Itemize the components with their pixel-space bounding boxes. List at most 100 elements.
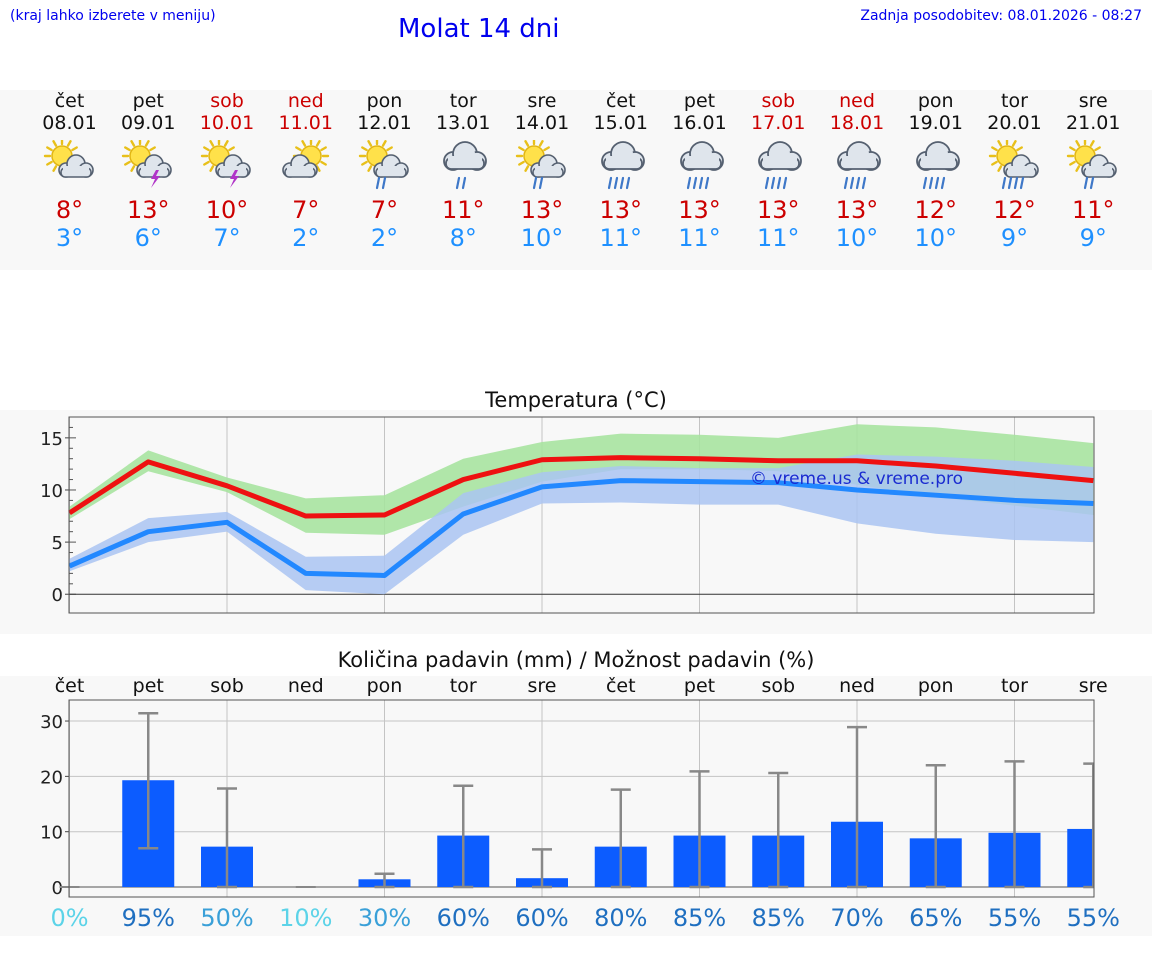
day-column: sob 17.01 13° 11°	[738, 90, 818, 252]
day-date: 19.01	[908, 112, 963, 134]
day-name: sob	[210, 90, 244, 112]
plot-frame	[68, 416, 1095, 614]
day-date: 13.01	[436, 112, 491, 134]
max-temp: 13°	[835, 196, 879, 224]
min-temp: 9°	[1000, 224, 1029, 252]
max-temp: 7°	[292, 196, 320, 224]
cloud-heavy-rain-icon	[679, 141, 724, 190]
sun-cloud-thunder-icon	[122, 140, 173, 188]
day-date: 08.01	[42, 112, 97, 134]
precip-probability: 65%	[909, 904, 963, 932]
max-temp: 8°	[55, 196, 84, 224]
x-tick-label: ned	[839, 675, 875, 697]
day-name: pon	[917, 90, 954, 112]
x-tick-label: pon	[918, 675, 954, 697]
x-tick-label: sob	[210, 675, 244, 697]
x-tick-label: tor	[450, 675, 477, 697]
y-tick-label: 0	[52, 878, 63, 899]
cloud-sun-icon	[281, 140, 329, 178]
day-date: 20.01	[987, 112, 1042, 134]
precip-probability: 55%	[1066, 904, 1120, 932]
min-temp: 3°	[55, 224, 84, 252]
min-temp: 11°	[599, 224, 643, 252]
day-column: tor 13.01 11° 8°	[423, 90, 503, 252]
min-temp: 7°	[213, 224, 241, 252]
sun-cloud-rain-icon	[515, 140, 566, 190]
precip-probability: 95%	[121, 904, 175, 932]
x-tick-label: sre	[528, 675, 557, 697]
precip-bar	[1067, 828, 1094, 888]
max-temp: 13°	[599, 196, 643, 224]
day-name: čet	[605, 90, 636, 112]
max-temp: 11°	[1071, 196, 1115, 224]
sun-cloud-rain-icon	[1067, 140, 1118, 190]
precip-chart-title: Količina padavin (mm) / Možnost padavin …	[337, 648, 815, 672]
day-column: čet 15.01 13° 11°	[581, 90, 661, 252]
cloud-heavy-rain-icon	[758, 141, 803, 190]
day-name: pet	[132, 90, 164, 112]
min-temp: 6°	[134, 224, 162, 252]
sun-cloud-icon	[43, 140, 94, 178]
min-temp-line	[68, 478, 1094, 578]
min-temp: 11°	[756, 224, 800, 252]
day-column: pon 12.01 7° 2°	[345, 90, 425, 252]
day-date: 10.01	[199, 112, 255, 134]
day-name: sob	[761, 90, 796, 112]
min-temp: 9°	[1079, 224, 1107, 252]
max-temp: 13°	[126, 196, 170, 224]
day-column: čet 08.01 8° 3°	[30, 90, 110, 252]
precip-probability: 55%	[987, 904, 1042, 932]
max-temp: 13°	[678, 196, 721, 224]
cloud-heavy-rain-icon	[600, 141, 645, 190]
precip-probability: 60%	[515, 904, 569, 932]
max-temp: 12°	[914, 196, 958, 224]
x-tick-label: sre	[1079, 675, 1108, 697]
y-tick-label: 15	[40, 429, 63, 450]
precip-probability: 60%	[436, 904, 490, 932]
day-name: čet	[54, 90, 85, 112]
min-temp: 10°	[520, 224, 564, 252]
day-column: pet 09.01 13° 6°	[108, 90, 188, 252]
precipitation-chart: čet pet sob ned pon tor sre čet pet sob ned pon tor s…	[40, 675, 1108, 899]
region-menu-hint: (kraj lahko izberete v meniju)	[10, 8, 216, 24]
y-tick-label: 20	[40, 767, 63, 788]
day-date: 16.01	[672, 112, 727, 134]
day-column: sob 10.01 10° 7°	[187, 90, 267, 252]
max-temp-band	[69, 424, 1094, 535]
day-name: ned	[839, 90, 875, 112]
min-temp: 11°	[678, 224, 721, 252]
precip-probability: 0%	[50, 904, 89, 932]
day-name: pon	[366, 90, 403, 112]
day-name: tor	[449, 90, 477, 112]
y-tick-label: 0	[52, 585, 63, 606]
min-temp: 8°	[449, 224, 477, 252]
day-name: tor	[1001, 90, 1028, 112]
day-date: 15.01	[593, 112, 648, 134]
day-name: sre	[527, 90, 557, 112]
precip-probability: 85%	[672, 904, 727, 932]
x-tick-label: čet	[606, 675, 636, 697]
last-update-text: Zadnja posodobitev: 08.01.2026 - 08:27	[860, 8, 1142, 24]
x-tick-label: sob	[761, 675, 795, 697]
x-tick-label: ned	[288, 675, 324, 697]
min-temp: 10°	[914, 224, 958, 252]
day-name: sre	[1078, 90, 1108, 112]
y-tick-label: 10	[40, 823, 63, 844]
cloud-heavy-rain-icon	[915, 141, 960, 190]
day-date: 09.01	[121, 112, 176, 134]
day-date: 14.01	[514, 112, 570, 134]
precip-probability: 80%	[594, 904, 648, 932]
max-temp: 10°	[205, 196, 249, 224]
x-tick-label: pet	[684, 675, 715, 697]
y-tick-label: 30	[40, 712, 63, 733]
plot-frame	[68, 699, 1095, 898]
precip-probability: 50%	[200, 904, 254, 932]
x-tick-label: pet	[133, 675, 164, 697]
day-date: 21.01	[1066, 112, 1121, 134]
max-temp-line	[68, 455, 1094, 519]
sun-cloud-rain-icon	[358, 140, 409, 190]
cloud-rain-icon	[443, 141, 488, 190]
day-column: pet 16.01 13° 11°	[660, 90, 740, 252]
day-date: 17.01	[751, 112, 806, 134]
day-column: sre 14.01 13° 10°	[502, 90, 582, 252]
